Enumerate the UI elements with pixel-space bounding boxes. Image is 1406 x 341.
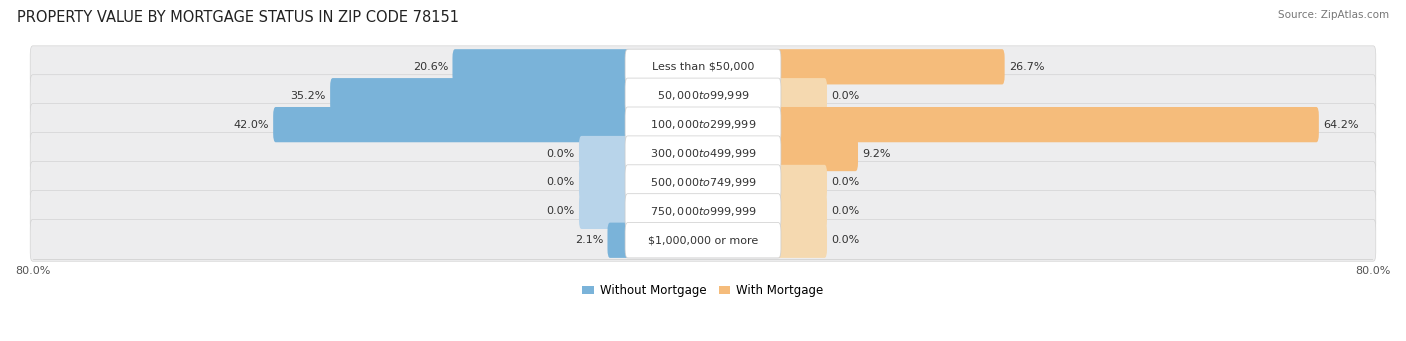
FancyBboxPatch shape: [579, 136, 630, 171]
Text: $1,000,000 or more: $1,000,000 or more: [648, 235, 758, 245]
FancyBboxPatch shape: [626, 78, 780, 113]
FancyBboxPatch shape: [776, 136, 858, 171]
FancyBboxPatch shape: [607, 223, 630, 258]
Text: 64.2%: 64.2%: [1323, 120, 1358, 130]
FancyBboxPatch shape: [626, 49, 780, 85]
FancyBboxPatch shape: [30, 104, 1376, 146]
FancyBboxPatch shape: [453, 49, 630, 85]
Text: 0.0%: 0.0%: [831, 177, 859, 188]
Text: 0.0%: 0.0%: [831, 206, 859, 216]
FancyBboxPatch shape: [776, 78, 827, 113]
Text: 0.0%: 0.0%: [831, 235, 859, 245]
FancyBboxPatch shape: [626, 136, 780, 171]
Text: 0.0%: 0.0%: [831, 91, 859, 101]
FancyBboxPatch shape: [579, 165, 630, 200]
Text: $50,000 to $99,999: $50,000 to $99,999: [657, 89, 749, 102]
FancyBboxPatch shape: [579, 194, 630, 229]
Text: 42.0%: 42.0%: [233, 120, 269, 130]
FancyBboxPatch shape: [30, 75, 1376, 117]
FancyBboxPatch shape: [30, 133, 1376, 175]
FancyBboxPatch shape: [30, 190, 1376, 232]
FancyBboxPatch shape: [273, 107, 630, 142]
FancyBboxPatch shape: [30, 162, 1376, 203]
FancyBboxPatch shape: [30, 219, 1376, 261]
FancyBboxPatch shape: [776, 194, 827, 229]
FancyBboxPatch shape: [626, 165, 780, 200]
FancyBboxPatch shape: [776, 107, 1319, 142]
Text: 0.0%: 0.0%: [547, 206, 575, 216]
Text: 20.6%: 20.6%: [413, 62, 449, 72]
FancyBboxPatch shape: [626, 194, 780, 229]
Text: 35.2%: 35.2%: [291, 91, 326, 101]
FancyBboxPatch shape: [776, 49, 1005, 85]
Text: 9.2%: 9.2%: [862, 149, 890, 159]
Text: PROPERTY VALUE BY MORTGAGE STATUS IN ZIP CODE 78151: PROPERTY VALUE BY MORTGAGE STATUS IN ZIP…: [17, 10, 458, 25]
Text: 0.0%: 0.0%: [547, 149, 575, 159]
Text: Less than $50,000: Less than $50,000: [652, 62, 754, 72]
FancyBboxPatch shape: [776, 165, 827, 200]
Text: $100,000 to $299,999: $100,000 to $299,999: [650, 118, 756, 131]
Text: $750,000 to $999,999: $750,000 to $999,999: [650, 205, 756, 218]
Text: $300,000 to $499,999: $300,000 to $499,999: [650, 147, 756, 160]
Text: 26.7%: 26.7%: [1010, 62, 1045, 72]
FancyBboxPatch shape: [30, 46, 1376, 88]
Text: $500,000 to $749,999: $500,000 to $749,999: [650, 176, 756, 189]
FancyBboxPatch shape: [626, 223, 780, 258]
Text: 2.1%: 2.1%: [575, 235, 603, 245]
FancyBboxPatch shape: [330, 78, 630, 113]
Legend: Without Mortgage, With Mortgage: Without Mortgage, With Mortgage: [578, 279, 828, 302]
Text: Source: ZipAtlas.com: Source: ZipAtlas.com: [1278, 10, 1389, 20]
FancyBboxPatch shape: [776, 223, 827, 258]
Text: 0.0%: 0.0%: [547, 177, 575, 188]
FancyBboxPatch shape: [626, 107, 780, 142]
